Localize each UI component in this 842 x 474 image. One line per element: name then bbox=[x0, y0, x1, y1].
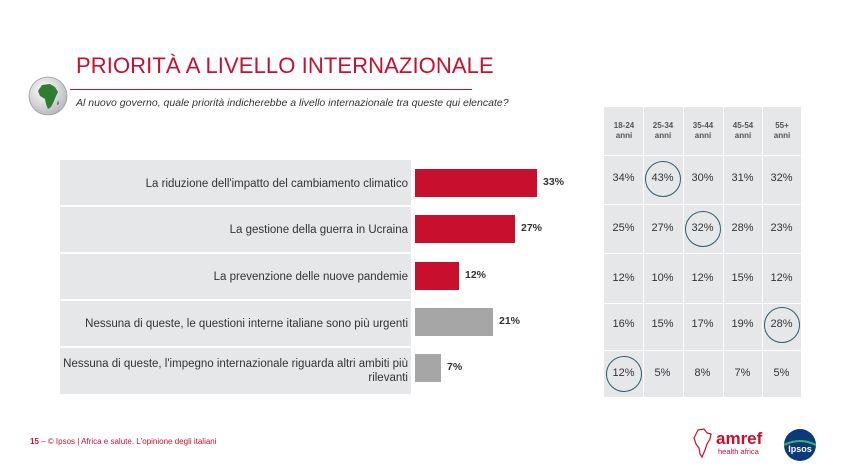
title-underline bbox=[70, 89, 472, 90]
footer-separator: ‒ bbox=[38, 437, 48, 446]
table-cell: 27% bbox=[651, 222, 674, 234]
age-column-header: 25-34 anni bbox=[644, 121, 682, 141]
table-cell: 28% bbox=[770, 318, 793, 330]
table-cell: 28% bbox=[731, 222, 754, 234]
age-range-label: 18-24 bbox=[613, 121, 635, 130]
row-separator bbox=[60, 205, 411, 207]
page-number: 15 bbox=[30, 437, 39, 446]
age-column-header: 35-44 anni bbox=[684, 121, 722, 141]
table-cell: 10% bbox=[651, 272, 674, 284]
highlight-circle bbox=[684, 211, 721, 247]
table-column-divider bbox=[723, 107, 724, 397]
table-cell: 5% bbox=[654, 367, 671, 379]
age-range-label: 35-44 bbox=[692, 121, 714, 130]
age-range-label: 55+ bbox=[775, 121, 789, 130]
footer: 15 ‒ © Ipsos | Africa e salute. L'opinio… bbox=[30, 437, 217, 446]
category-label: La riduzione dell'impatto del cambiament… bbox=[145, 177, 408, 190]
table-row-divider bbox=[604, 350, 801, 351]
table-column-divider bbox=[643, 107, 644, 397]
bar bbox=[415, 169, 537, 197]
age-table bbox=[604, 107, 801, 397]
bar-value-label: 33% bbox=[543, 176, 565, 188]
age-column-header: 18-24 anni bbox=[605, 121, 643, 141]
table-cell: 16% bbox=[612, 318, 635, 330]
bar-value-label: 27% bbox=[521, 222, 543, 234]
ipsos-logo: Ipsos bbox=[783, 428, 817, 462]
table-row-divider bbox=[604, 303, 801, 304]
ipsos-wordmark: Ipsos bbox=[788, 444, 812, 454]
page-title: PRIORITÀ A LIVELLO INTERNAZIONALE bbox=[76, 53, 494, 78]
bar bbox=[415, 354, 441, 382]
row-separator bbox=[60, 299, 411, 301]
amref-logo: amref health africa bbox=[693, 428, 763, 459]
age-unit-label: anni bbox=[734, 131, 752, 140]
table-cell: 23% bbox=[770, 222, 793, 234]
table-row-divider bbox=[604, 253, 801, 254]
age-column-header: 55+ anni bbox=[763, 121, 801, 141]
bar-value-label: 12% bbox=[465, 269, 487, 281]
table-cell: 32% bbox=[691, 222, 714, 234]
table-cell: 12% bbox=[612, 367, 635, 379]
table-cell: 25% bbox=[612, 222, 635, 234]
highlight-circle bbox=[605, 356, 642, 392]
table-cell: 12% bbox=[770, 272, 793, 284]
table-cell: 34% bbox=[612, 172, 635, 184]
row-separator bbox=[60, 252, 411, 254]
table-cell: 17% bbox=[691, 318, 714, 330]
bar-value-label: 21% bbox=[499, 315, 521, 327]
bar-value-label: 7% bbox=[447, 361, 463, 373]
table-cell: 12% bbox=[691, 272, 714, 284]
table-cell: 19% bbox=[731, 318, 754, 330]
table-cell: 15% bbox=[731, 272, 754, 284]
age-unit-label: anni bbox=[694, 131, 712, 140]
survey-question: Al nuovo governo, quale priorità indiche… bbox=[76, 97, 509, 109]
amref-wordmark: amref bbox=[716, 429, 763, 448]
highlight-circle bbox=[644, 161, 681, 197]
age-unit-label: anni bbox=[615, 131, 633, 140]
bar bbox=[415, 262, 459, 290]
category-label: La prevenzione delle nuove pandemie bbox=[213, 270, 408, 283]
age-range-label: 25-34 bbox=[652, 121, 674, 130]
table-cell: 30% bbox=[691, 172, 714, 184]
table-cell: 31% bbox=[731, 172, 754, 184]
label-panel bbox=[60, 160, 411, 394]
africa-globe-icon bbox=[28, 76, 68, 116]
category-label: Nessuna di queste, l'impegno internazion… bbox=[63, 358, 408, 384]
table-column-divider bbox=[762, 107, 763, 397]
age-unit-label: anni bbox=[654, 131, 672, 140]
category-label: Nessuna di queste, le questioni interne … bbox=[85, 317, 408, 330]
table-row-divider bbox=[604, 204, 801, 205]
table-cell: 12% bbox=[612, 272, 635, 284]
amref-subtitle: health africa bbox=[718, 447, 760, 456]
table-cell: 7% bbox=[734, 367, 751, 379]
age-unit-label: anni bbox=[773, 131, 791, 140]
footer-text: © Ipsos | Africa e salute. L'opinione de… bbox=[47, 437, 217, 446]
table-cell: 15% bbox=[651, 318, 674, 330]
category-label: La gestione della guerra in Ucraina bbox=[229, 224, 408, 236]
table-cell: 8% bbox=[694, 367, 711, 379]
table-cell: 5% bbox=[773, 367, 790, 379]
bar bbox=[415, 308, 493, 336]
bar bbox=[415, 215, 515, 243]
age-range-label: 45-54 bbox=[732, 121, 754, 130]
row-separator bbox=[60, 346, 411, 348]
highlight-circle bbox=[763, 307, 800, 343]
table-row-divider bbox=[604, 155, 801, 156]
table-cell: 43% bbox=[651, 172, 674, 184]
age-column-header: 45-54 anni bbox=[724, 121, 762, 141]
table-column-divider bbox=[683, 107, 684, 397]
table-cell: 32% bbox=[770, 172, 793, 184]
